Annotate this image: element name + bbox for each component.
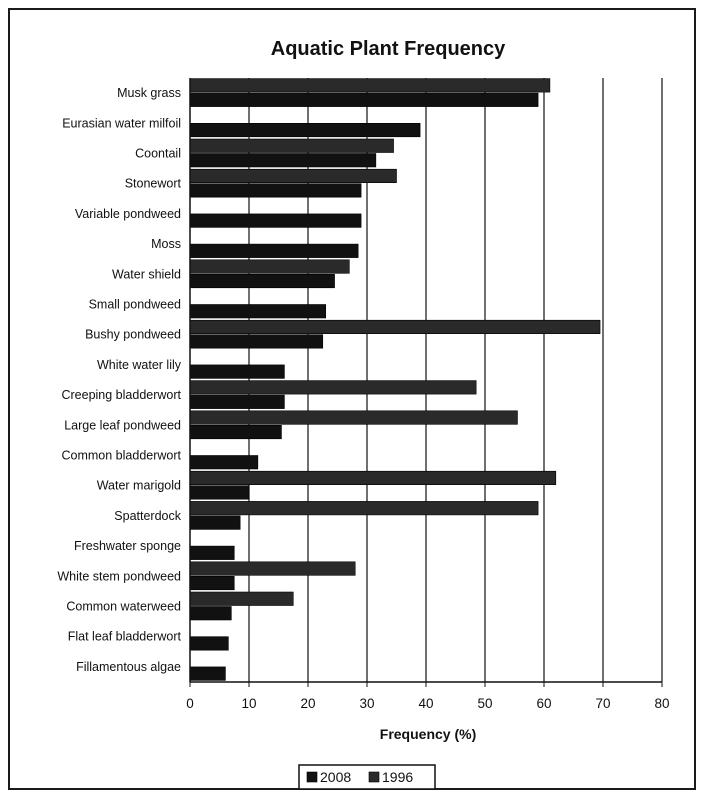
category-label: Stonewort [125, 177, 182, 191]
bar-1996 [189, 259, 350, 274]
bar-2008 [189, 243, 359, 258]
bar-2008 [189, 304, 326, 319]
x-tick-label: 70 [595, 696, 610, 711]
category-label: Fillamentous algae [76, 660, 181, 674]
bar-2008 [189, 394, 285, 409]
category-label: Water marigold [97, 479, 181, 493]
category-label: Common waterweed [66, 600, 181, 614]
x-tick-label: 0 [186, 696, 194, 711]
bar-1996 [189, 561, 356, 576]
tick-labels: 0 10 20 30 40 50 60 70 80 [186, 696, 669, 711]
bar-2008 [189, 213, 362, 228]
category-label: Eurasian water milfoil [62, 116, 181, 130]
category-label: Large leaf pondweed [64, 418, 181, 432]
bar-2008 [189, 424, 282, 440]
bar-2008 [189, 485, 250, 500]
bar-2008 [189, 455, 259, 470]
x-tick-label: 50 [477, 696, 492, 711]
bar-1996 [189, 591, 294, 606]
legend: 2008 1996 [298, 764, 436, 790]
bar-2008 [189, 575, 235, 591]
x-tick-label: 60 [536, 696, 551, 711]
bar-2008 [189, 666, 226, 681]
bar-1996 [189, 319, 601, 335]
bar-1996 [189, 501, 539, 516]
x-tick-label: 30 [359, 696, 374, 711]
category-label: Creeping bladderwort [61, 388, 181, 402]
bar-1996 [189, 380, 477, 395]
x-tick-label: 40 [418, 696, 433, 711]
x-axis-label: Frequency (%) [380, 726, 476, 742]
category-label: White water lily [97, 358, 182, 372]
bar-2008 [189, 364, 285, 379]
chart-title: Aquatic Plant Frequency [271, 38, 506, 60]
category-label: Moss [151, 237, 181, 251]
bar-1996 [189, 78, 551, 93]
gridlines [248, 78, 663, 682]
bar-2008 [189, 606, 232, 621]
x-tick-label: 10 [241, 696, 256, 711]
bar-2008 [189, 123, 421, 138]
bar-1996 [189, 410, 518, 425]
legend-entry: 2008 [320, 769, 351, 785]
axes [189, 78, 663, 687]
category-label: Flat leaf bladderwort [68, 630, 182, 644]
legend-entry: 1996 [382, 769, 413, 785]
bar-2008 [189, 273, 335, 289]
legend-box [298, 764, 436, 790]
legend-swatch [368, 771, 380, 783]
bar-chart: Aquatic Plant Frequency Musk grass Eurasi… [57, 38, 670, 790]
category-label: Coontail [135, 147, 181, 161]
bar-2008 [189, 636, 229, 651]
bar-2008 [189, 92, 539, 107]
bar-1996 [189, 138, 394, 153]
category-label: Bushy pondweed [85, 328, 181, 342]
bar-2008 [189, 153, 377, 168]
bar-2008 [189, 183, 362, 198]
category-label: Freshwater sponge [74, 539, 181, 553]
chart-frame: Aquatic Plant Frequency Musk grass Eurasi… [8, 8, 696, 790]
category-labels: Musk grass Eurasian water milfoil Coontail… [57, 86, 181, 674]
category-label: Small pondweed [89, 298, 181, 312]
category-label: White stem pondweed [57, 569, 181, 583]
x-tick-label: 20 [300, 696, 315, 711]
bar-1996 [189, 168, 397, 183]
category-label: Spatterdock [114, 509, 181, 523]
category-label: Musk grass [117, 86, 181, 100]
category-label: Water shield [112, 267, 181, 281]
bar-1996 [189, 470, 557, 486]
category-label: Common bladderwort [62, 449, 182, 463]
bar-2008 [189, 545, 235, 560]
x-tick-label: 80 [654, 696, 669, 711]
bars [189, 78, 601, 681]
category-label: Variable pondweed [75, 207, 181, 221]
legend-swatch [306, 771, 318, 783]
bar-2008 [189, 515, 241, 530]
bar-2008 [189, 334, 324, 349]
